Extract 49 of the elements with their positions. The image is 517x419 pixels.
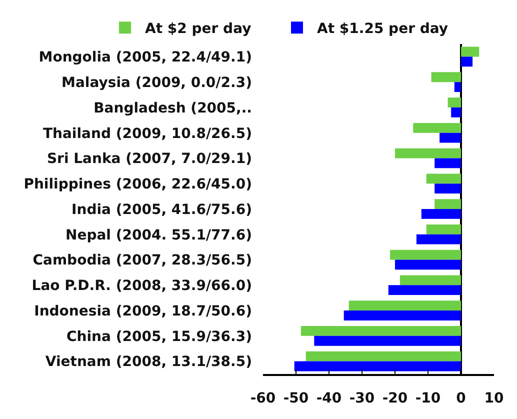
bar	[461, 46, 480, 57]
y-tick-label: Sri Lanka (2007, 7.0/29.1)	[46, 151, 252, 168]
bar	[395, 148, 461, 158]
legend-label: At $2 per day	[144, 21, 252, 38]
bar	[421, 209, 461, 219]
bar	[390, 250, 461, 260]
bar	[461, 56, 473, 67]
x-tick-label: -50	[283, 390, 309, 407]
x-tick-label: 10	[484, 390, 504, 407]
bar	[448, 98, 461, 108]
x-tick-label: -60	[250, 390, 276, 407]
x-tick-label: -10	[415, 390, 441, 407]
bar	[434, 158, 461, 168]
bar	[294, 361, 461, 372]
y-tick-label: Indonesia (2009, 18.7/50.6)	[34, 303, 252, 320]
y-tick-label: Lao P.D.R. (2008, 33.9/66.0)	[32, 278, 252, 294]
y-tick-label: Mongolia (2005, 22.4/49.1)	[38, 50, 252, 66]
bar	[306, 351, 461, 362]
x-tick-label: -20	[382, 390, 408, 407]
bar	[431, 72, 461, 82]
bar	[440, 132, 461, 143]
y-tick-label: China (2005, 15.9/36.3)	[66, 328, 252, 345]
legend-label: At $1.25 per day	[316, 21, 448, 38]
y-tick-label: Philippines (2006, 22.6/45.0)	[24, 176, 252, 193]
bar	[416, 234, 461, 244]
bar	[413, 122, 461, 133]
bar	[400, 275, 461, 286]
y-tick-label: Vietnam (2008, 13.1/38.5)	[45, 354, 252, 370]
x-tick-label: -40	[316, 390, 342, 407]
x-tick-label: -30	[349, 390, 375, 407]
bar	[426, 174, 461, 184]
y-tick-label: Nepal (2004. 55.1/77.6)	[65, 227, 252, 244]
x-tick-label: 0	[456, 390, 466, 407]
bar	[300, 326, 461, 336]
bar	[454, 82, 461, 92]
y-tick-label: Cambodia (2007, 28.3/56.5)	[32, 252, 252, 269]
bar	[451, 107, 461, 118]
y-tick-label: Bangladesh (2005,..	[94, 100, 252, 116]
bar	[434, 199, 461, 209]
bar	[344, 310, 461, 320]
bar	[314, 336, 461, 346]
y-tick-label: India (2005, 41.6/75.6)	[72, 202, 252, 218]
bar	[434, 184, 461, 194]
y-tick-label: Thailand (2009, 10.8/26.5)	[42, 126, 252, 142]
bar	[348, 300, 461, 311]
bar	[395, 260, 461, 270]
y-tick-label: Malaysia (2009, 0.0/2.3)	[62, 74, 252, 91]
bar	[426, 224, 461, 234]
bar	[388, 285, 461, 296]
